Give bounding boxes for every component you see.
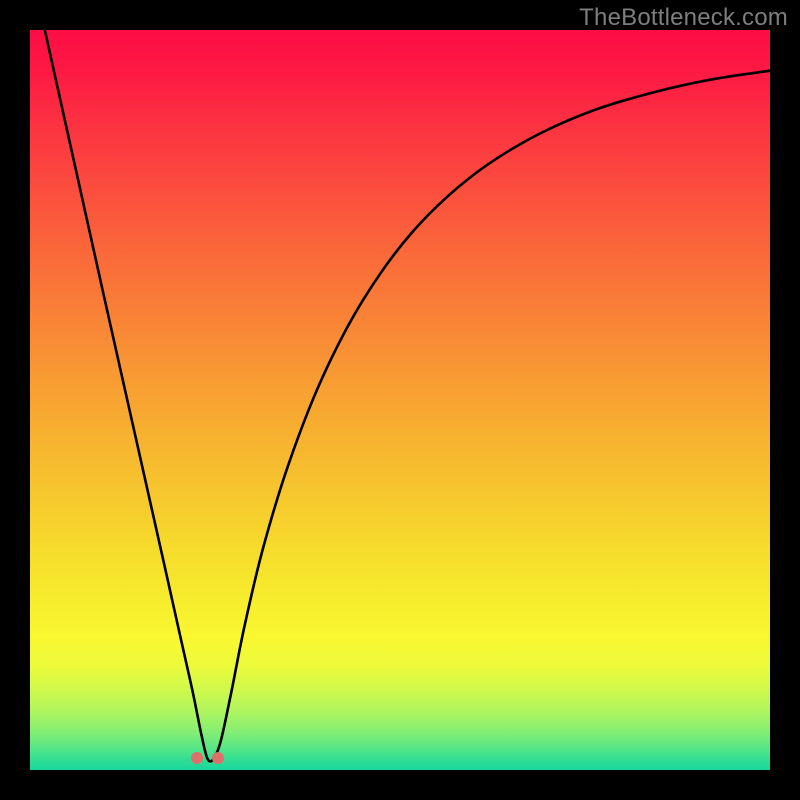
curve-path: [45, 30, 770, 761]
marker-dot: [212, 752, 224, 764]
bottleneck-curve: [30, 30, 770, 770]
plot-area: [30, 30, 770, 770]
watermark-text: TheBottleneck.com: [579, 4, 788, 32]
min-point-markers: [191, 751, 224, 763]
chart-frame: TheBottleneck.com: [0, 0, 800, 800]
marker-dot: [191, 752, 203, 764]
